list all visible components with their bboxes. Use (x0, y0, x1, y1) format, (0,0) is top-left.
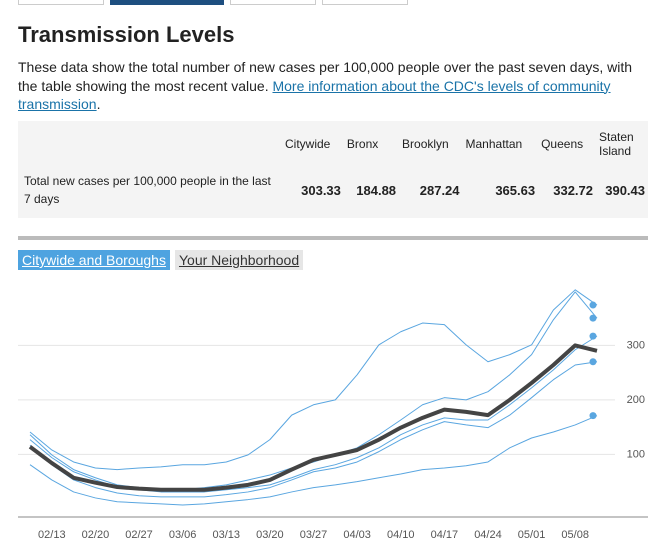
tab[interactable] (230, 0, 316, 5)
series-line (29, 361, 598, 498)
x-tick-label: 04/17 (431, 529, 459, 541)
x-tick-label: 04/24 (474, 529, 502, 541)
column-header: Bronx (346, 137, 379, 151)
x-tick-label: 03/27 (300, 529, 328, 541)
description: These data show the total number of new … (18, 58, 638, 114)
row-label: Total new cases per 100,000 people in th… (24, 174, 271, 206)
y-tick-label: 100 (627, 448, 645, 460)
x-tick-label: 03/06 (169, 529, 197, 541)
x-tick-label: 02/13 (38, 529, 66, 541)
table-box: Citywide Bronx Brooklyn Manhattan Queens Stat… (18, 121, 648, 218)
column-header: Citywide (285, 137, 331, 151)
tab-button[interactable]: Your Neighborhood (174, 250, 304, 270)
end-marker (589, 332, 597, 340)
cdc-link[interactable]: More information about the CDC's levels … (18, 77, 611, 113)
description-end: . (96, 96, 101, 112)
column-header: Brooklyn (402, 137, 449, 151)
y-tick-label: 200 (627, 394, 645, 406)
cell: 390.43 (605, 182, 645, 198)
cell: 332.72 (553, 182, 593, 198)
end-marker (589, 301, 597, 309)
tab[interactable] (110, 0, 224, 5)
series-line (29, 335, 598, 493)
cell: 365.63 (495, 182, 536, 198)
cell: 303.33 (301, 182, 341, 198)
tab[interactable] (18, 0, 104, 5)
end-marker (589, 358, 597, 366)
row: Total new cases per 100,000 people in th… (18, 167, 648, 213)
x-tick-label: 05/08 (561, 529, 589, 541)
title: Transmission Levels (18, 22, 235, 47)
cell: 184.88 (356, 182, 397, 198)
x-tick-label: 05/01 (518, 529, 546, 541)
y-tick-label: 300 (627, 339, 645, 351)
x-tick-label: 02/27 (125, 529, 153, 541)
column-header: Queens (541, 137, 584, 151)
description-text: These data show the total number of new … (18, 59, 633, 94)
series-line (29, 415, 598, 506)
series-line (29, 289, 598, 471)
x-tick-label: 04/10 (387, 529, 415, 541)
x-tick-label: 04/03 (343, 529, 371, 541)
top-tabs (18, 0, 408, 5)
column-header: Staten Island (599, 130, 634, 158)
x-tick-label: 03/13 (213, 529, 241, 541)
x-tick-label: 03/20 (256, 529, 284, 541)
divider (18, 236, 648, 240)
series-line (28, 343, 598, 492)
tab[interactable] (322, 0, 408, 5)
view-toggle: Citywide and Boroughs Your Neighborhood (18, 250, 304, 270)
column-header: Manhattan (465, 137, 523, 151)
tab-button[interactable]: Citywide and Boroughs (18, 250, 170, 270)
x-tick-label: 02/20 (82, 529, 110, 541)
table: Citywide Bronx Brooklyn Manhattan Queens Stat… (18, 121, 648, 213)
end-marker (589, 412, 597, 420)
end-marker (589, 314, 597, 322)
cell: 287.24 (419, 182, 460, 198)
